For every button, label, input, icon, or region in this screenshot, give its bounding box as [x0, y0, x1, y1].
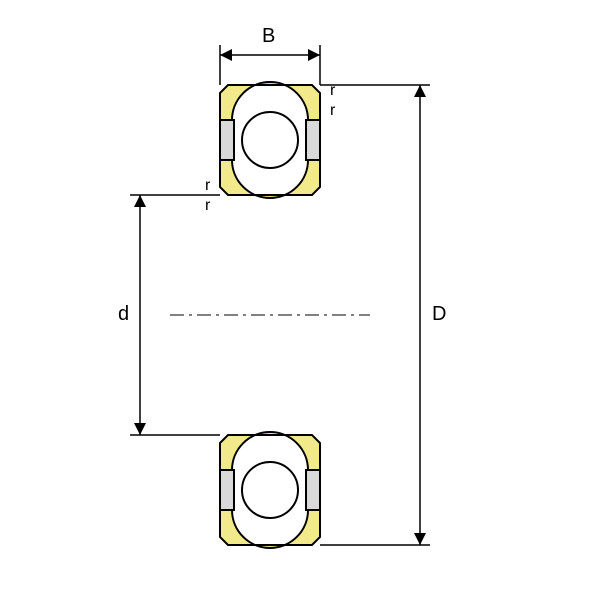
r-top-inner-1: r [205, 177, 211, 194]
bearing-diagram: B D d r r r r [0, 0, 600, 600]
upper-ball [242, 112, 298, 168]
r-top-outer-2: r [330, 102, 336, 119]
r-top-inner-2: r [205, 197, 211, 214]
lower-cage-left [220, 470, 234, 510]
label-D: D [432, 303, 446, 325]
lower-ball [242, 462, 298, 518]
dimension-B: B [220, 25, 320, 85]
label-d: d [118, 303, 129, 325]
upper-cage-right [306, 120, 320, 160]
label-B: B [262, 25, 275, 47]
lower-cross-section [220, 432, 320, 548]
upper-cage-left [220, 120, 234, 160]
r-top-outer-1: r [330, 82, 336, 99]
upper-cross-section [220, 82, 320, 198]
lower-cage-right [306, 470, 320, 510]
